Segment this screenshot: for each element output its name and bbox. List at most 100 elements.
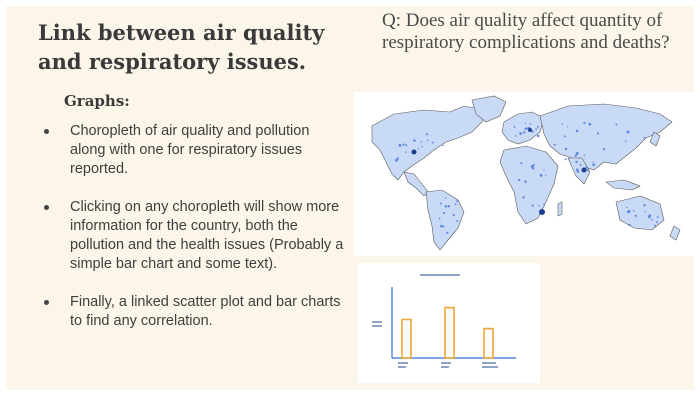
- madagascar-shape: [557, 201, 563, 217]
- pollution-dot: [654, 224, 656, 227]
- pollution-dot: [442, 225, 445, 228]
- pollution-dot: [643, 136, 646, 139]
- bullet-text: Choropleth of air quality and pollution …: [70, 123, 310, 177]
- pollution-dot: [583, 154, 586, 157]
- pollution-dot: [561, 123, 564, 125]
- pollution-dot: [454, 203, 457, 206]
- pollution-dot: [536, 134, 540, 138]
- pollution-dot: [456, 200, 458, 203]
- pollution-dot: [553, 143, 556, 146]
- hotspot-dot: [539, 209, 545, 215]
- central-america-shape: [403, 171, 429, 197]
- y-label-placeholder: [372, 325, 382, 327]
- pollution-dot: [656, 221, 659, 224]
- x-label-placeholder: [441, 362, 451, 364]
- pollution-dot: [543, 203, 545, 205]
- slide-title: Link between air quality and respiratory…: [38, 20, 325, 74]
- pollution-dot: [634, 214, 637, 218]
- bullet-dot-icon: [44, 205, 49, 210]
- pollution-dot: [627, 209, 631, 213]
- pollution-dot: [523, 131, 526, 134]
- x-label-placeholders: [398, 362, 498, 368]
- pollution-dot: [583, 121, 586, 125]
- pollution-dot: [563, 135, 566, 138]
- pollution-dot: [438, 217, 441, 220]
- pollution-dot: [524, 127, 527, 130]
- australia-shape: [615, 195, 665, 231]
- pollution-dot: [537, 204, 540, 207]
- pollution-dot: [596, 132, 600, 135]
- pollution-dot: [395, 158, 398, 162]
- pollution-dot: [626, 206, 628, 209]
- pollution-dot: [588, 122, 592, 126]
- pollution-dot: [535, 128, 537, 130]
- hotspot-dot: [528, 128, 532, 132]
- pollution-dot: [396, 157, 400, 160]
- research-question: Q: Does air quality affect quantity of r…: [382, 10, 670, 53]
- pollution-dot: [398, 143, 402, 147]
- pollution-dot: [575, 129, 579, 133]
- pollution-dot: [421, 145, 423, 148]
- indonesia-shape: [605, 179, 641, 191]
- choropleth-map-image: [354, 92, 694, 256]
- pollution-dot: [413, 139, 416, 142]
- pollution-dot: [452, 214, 455, 217]
- japan-shape: [649, 131, 661, 147]
- pollution-dot: [519, 132, 523, 135]
- pollution-dot: [543, 169, 545, 172]
- pollution-dot: [579, 157, 581, 159]
- pollution-dot: [444, 205, 448, 208]
- x-label-placeholder: [482, 366, 498, 368]
- pollution-dot: [420, 141, 423, 143]
- pollution-dot: [624, 140, 627, 143]
- x-label-placeholder: [398, 362, 408, 364]
- pollution-dot: [531, 130, 534, 133]
- pollution-dot: [545, 174, 547, 176]
- bar: [483, 327, 494, 359]
- chart-title-placeholder: [420, 274, 460, 276]
- pollution-dot: [643, 204, 646, 207]
- pollution-dot: [539, 173, 543, 177]
- pollution-dot: [522, 196, 525, 199]
- pollution-dot: [425, 133, 428, 136]
- pollution-dot: [586, 169, 589, 172]
- pollution-dot: [592, 161, 594, 163]
- pollution-dot: [524, 122, 526, 125]
- pollution-dot: [431, 141, 434, 144]
- pollution-dot: [439, 202, 442, 205]
- pollution-dot: [575, 152, 579, 155]
- pollution-dot: [602, 147, 606, 151]
- pollution-dot: [615, 123, 618, 126]
- pollution-dot: [518, 178, 521, 182]
- pollution-dot: [632, 209, 635, 212]
- bullet-item: Choropleth of air quality and pollution …: [38, 122, 348, 179]
- pollution-dot: [626, 130, 630, 134]
- bar-chart-image: [358, 263, 540, 383]
- pollution-dot: [447, 205, 450, 208]
- pollution-dot: [567, 126, 569, 128]
- mini-bar-chart: [372, 274, 516, 368]
- pollution-dot: [405, 144, 408, 147]
- pollution-dot: [513, 125, 516, 128]
- pollution-dot: [648, 214, 652, 217]
- pollution-dot: [446, 231, 449, 234]
- pollution-dot: [520, 162, 523, 165]
- bullet-list: Choropleth of air quality and pollution …: [38, 122, 348, 350]
- y-label-placeholder: [372, 321, 382, 323]
- bar: [401, 318, 412, 359]
- bullet-text: Finally, a linked scatter plot and bar c…: [70, 294, 341, 329]
- pollution-dot: [644, 210, 647, 213]
- bullet-item: Clicking on any choropleth will show mor…: [38, 198, 348, 274]
- world-map-icon: [371, 95, 681, 251]
- pollution-dots: [395, 121, 659, 234]
- pollution-dot: [579, 164, 582, 166]
- hotspot-group: [411, 128, 587, 215]
- pollution-dot: [531, 204, 534, 207]
- north-america-shape: [371, 105, 487, 181]
- bar-group: [401, 306, 494, 359]
- pollution-dot: [564, 158, 567, 161]
- asia-shape: [539, 103, 673, 171]
- pollution-dot: [417, 148, 420, 150]
- bullet-dot-icon: [44, 129, 49, 134]
- pollution-dot: [442, 144, 445, 147]
